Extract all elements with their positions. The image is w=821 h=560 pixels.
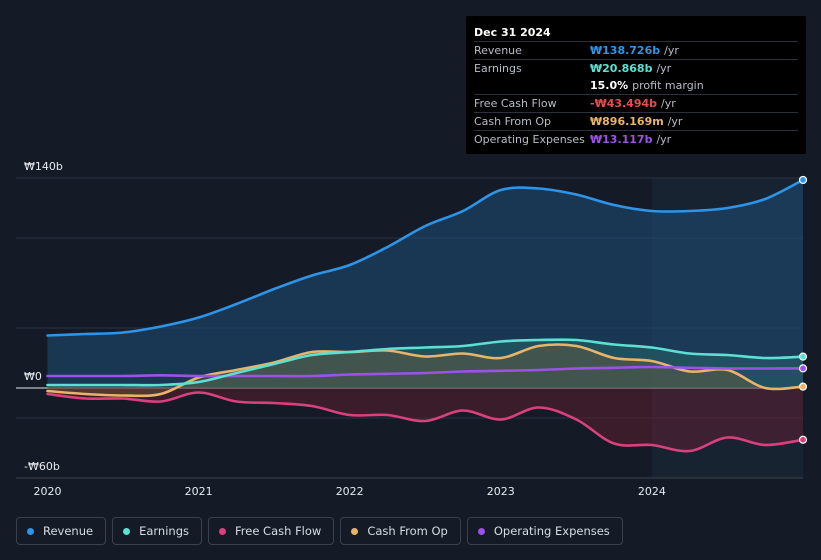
tooltip-label: Revenue (474, 44, 522, 57)
tooltip-label: Operating Expenses (474, 133, 585, 146)
tooltip-value: -₩43.494b (590, 97, 658, 110)
tooltip-value: ₩138.726b (590, 44, 661, 57)
tooltip-unit: /yr (661, 97, 676, 110)
opex-end-point (798, 364, 808, 373)
legend-item-earnings[interactable]: Earnings (112, 517, 202, 545)
legend-label: Free Cash Flow (235, 524, 322, 538)
fcf-area (47, 388, 803, 452)
axes: ₩140b ₩0 -₩60b 2020 2021 2022 2023 2024 (24, 160, 666, 498)
x-tick-label: 2024 (638, 485, 666, 498)
x-tick-label: 2023 (487, 485, 515, 498)
opex-line (46, 365, 805, 378)
free-cash-flow-dot-icon (219, 527, 226, 535)
tooltip-row-cfo: Cash From Op ₩896.169m /yr (474, 112, 798, 130)
y-tick-label: ₩140b (24, 160, 63, 173)
tooltip-value: 15.0% (590, 79, 629, 92)
legend-item-operating-expenses[interactable]: Operating Expenses (466, 517, 623, 545)
series-lines (46, 175, 808, 453)
legend-item-cash-from-op[interactable]: Cash From Op (340, 517, 461, 545)
revenue-end-point (798, 175, 808, 185)
legend-label: Cash From Op (367, 524, 448, 538)
x-tick-label: 2020 (34, 485, 62, 498)
tooltip-label (474, 77, 590, 94)
y-tick-label: ₩0 (24, 370, 42, 383)
tooltip-label: Earnings (474, 62, 522, 75)
legend-item-revenue[interactable]: Revenue (16, 517, 107, 545)
cfo-area (47, 344, 803, 396)
legend: Revenue Earnings Free Cash Flow Cash Fro… (16, 517, 629, 547)
tooltip: Dec 31 2024 Revenue ₩138.726b /yr Earnin… (466, 16, 806, 154)
earnings-end-point (798, 352, 808, 361)
tooltip-value: ₩13.117b (590, 133, 653, 146)
revenue-area (47, 180, 803, 388)
x-tick-label: 2022 (336, 485, 364, 498)
tooltip-label: Cash From Op (474, 115, 552, 128)
earnings-dot-icon (123, 527, 131, 535)
cfo-end-point (798, 382, 808, 391)
tooltip-value: ₩896.169m (590, 115, 664, 128)
cash-from-op-dot-icon (351, 527, 359, 535)
earnings-line (46, 338, 805, 387)
tooltip-row-fcf: Free Cash Flow -₩43.494b /yr (474, 94, 798, 112)
operating-expenses-dot-icon (477, 527, 485, 535)
revenue-dot-icon (27, 527, 34, 535)
legend-item-free-cash-flow[interactable]: Free Cash Flow (208, 517, 335, 545)
tooltip-value: ₩20.868b (590, 62, 653, 75)
tooltip-unit: /yr (667, 115, 683, 128)
tooltip-unit: /yr (656, 62, 672, 75)
legend-label: Revenue (43, 524, 94, 538)
tooltip-date: Dec 31 2024 (474, 26, 551, 39)
revenue-line (46, 178, 805, 337)
legend-label: Earnings (139, 524, 189, 538)
fcf-end-point (798, 435, 808, 444)
tooltip-unit: /yr (664, 44, 679, 57)
tooltip-unit: /yr (656, 133, 672, 146)
tooltip-row-margin: 15.0% profit margin (474, 77, 798, 94)
y-tick-label: -₩60b (24, 460, 60, 473)
x-tick-label: 2021 (185, 485, 213, 498)
series-areas (47, 180, 803, 452)
tooltip-row-opex: Operating Expenses ₩13.117b /yr (474, 130, 798, 148)
legend-label: Operating Expenses (493, 524, 610, 538)
tooltip-row-revenue: Revenue ₩138.726b /yr (474, 41, 798, 59)
cfo-line (46, 343, 805, 398)
tooltip-label: Free Cash Flow (474, 97, 557, 110)
tooltip-row-earnings: Earnings ₩20.868b /yr (474, 59, 798, 77)
fcf-line (46, 391, 805, 453)
tooltip-unit: profit margin (632, 79, 704, 92)
